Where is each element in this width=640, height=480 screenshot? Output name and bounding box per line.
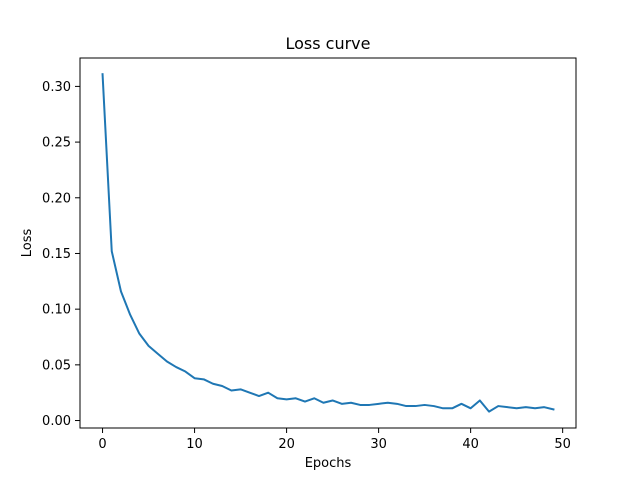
y-tick-label: 0.20 (42, 191, 71, 206)
y-axis-label: Loss (20, 229, 35, 258)
y-tick-label: 0.30 (42, 80, 71, 95)
y-axis: 0.00 0.05 0.10 0.15 0.20 0.25 0.30 (42, 80, 80, 429)
series-line-0 (101, 73, 555, 413)
x-tick-label: 10 (186, 437, 203, 452)
x-axis-label: Epochs (305, 456, 352, 471)
y-tick-label: 0.25 (42, 136, 71, 151)
x-tick-label: 20 (278, 437, 295, 452)
chart-title: Loss curve (285, 34, 370, 53)
plot-frame (79, 57, 577, 429)
plot-area (101, 73, 555, 413)
x-tick-label: 30 (370, 437, 387, 452)
x-tick-label: 40 (462, 437, 479, 452)
y-tick-label: 0.00 (42, 414, 71, 429)
x-axis: 0 10 20 30 40 50 (98, 428, 571, 452)
y-tick-label: 0.05 (42, 358, 71, 373)
x-tick-label: 0 (98, 437, 106, 452)
y-tick-label: 0.15 (42, 247, 71, 262)
y-tick-label: 0.10 (42, 303, 71, 318)
x-tick-label: 50 (554, 437, 571, 452)
